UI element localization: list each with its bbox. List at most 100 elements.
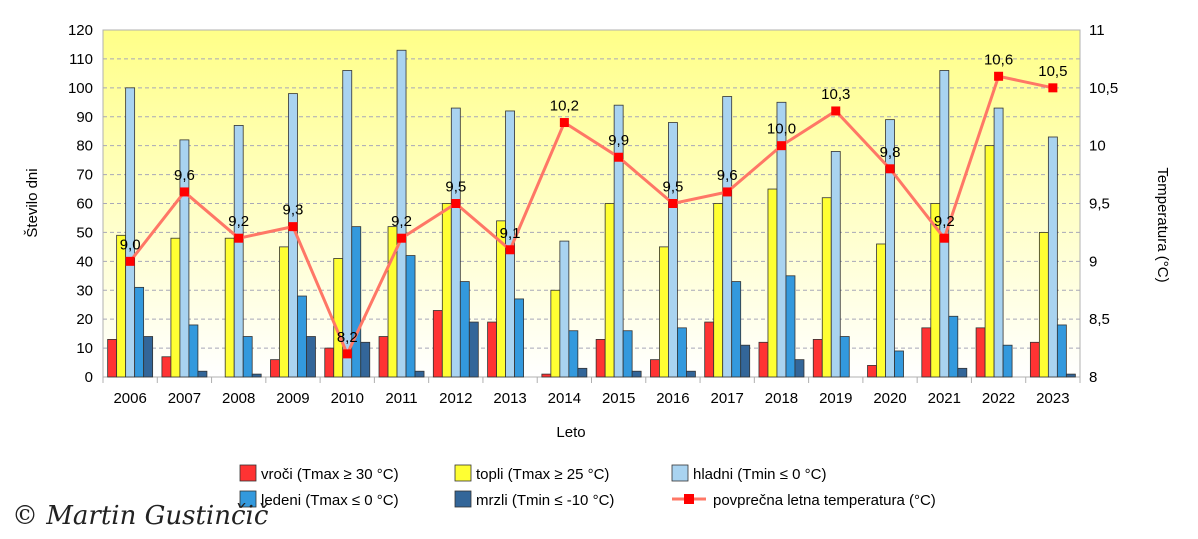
x-axis-title: Leto	[556, 424, 585, 441]
temperature-marker	[234, 233, 244, 243]
bar-vroči-2009	[270, 359, 280, 378]
temperature-marker	[451, 199, 461, 208]
bar-topli-2016	[659, 246, 669, 378]
bar-ledeni-2016	[677, 327, 687, 378]
legend-swatch	[454, 490, 472, 508]
bar-ledeni-2012	[459, 281, 470, 378]
watermark: © Martin Gustinčič	[12, 501, 269, 531]
legend-swatch	[671, 464, 689, 482]
legend-label: ledeni (Tmax ≤ 0 °C)	[261, 492, 399, 509]
bar-mrzli-2017	[740, 344, 751, 378]
bar-mrzli-2021	[957, 367, 968, 378]
x-tick-label: 2007	[168, 390, 201, 407]
temperature-data-label: 10,5	[1038, 63, 1067, 80]
bar-ledeni-2010	[351, 226, 362, 378]
bar-ledeni-2017	[731, 281, 742, 378]
legend-marker-swatch	[684, 494, 694, 504]
temperature-data-label: 9,6	[174, 167, 195, 184]
temperature-data-label: 10,6	[984, 51, 1013, 68]
y-tick-label: 70	[76, 167, 93, 184]
bar-ledeni-2007	[188, 324, 199, 378]
temperature-marker	[179, 187, 189, 197]
temperature-data-label: 10,0	[767, 121, 796, 138]
x-tick-label: 2020	[873, 390, 906, 407]
bar-mrzli-2014	[577, 367, 588, 378]
bar-mrzli-2012	[468, 321, 479, 378]
y2-tick-label: 8	[1089, 369, 1097, 386]
y2-tick-label: 10	[1089, 138, 1106, 155]
temperature-marker	[939, 233, 949, 243]
x-tick-label: 2014	[548, 390, 581, 407]
x-tick-label: 2015	[602, 390, 635, 407]
bar-ledeni-2006	[134, 286, 145, 378]
bar-topli-2020	[876, 243, 886, 378]
bar-ledeni-2022	[1002, 344, 1013, 378]
x-tick-label: 2018	[765, 390, 798, 407]
legend-swatch	[239, 464, 257, 482]
legend-swatch	[454, 464, 472, 482]
bar-vroči-2014	[541, 373, 552, 378]
bar-hladni-2019	[830, 151, 841, 378]
bar-mrzli-2015	[631, 370, 642, 378]
legend-swatch	[239, 490, 257, 508]
bar-topli-2018	[767, 188, 778, 378]
temperature-data-label: 10,2	[550, 98, 579, 115]
temperature-data-label: 9,8	[880, 144, 901, 161]
bar-hladni-2023	[1047, 136, 1058, 378]
legend-label: mrzli (Tmin ≤ -10 °C)	[476, 492, 614, 509]
x-tick-label: 2006	[113, 390, 146, 407]
temperature-data-label: 9,9	[608, 132, 629, 149]
bar-vroči-2006	[107, 339, 118, 378]
bar-mrzli-2023	[1065, 373, 1076, 378]
bar-topli-2015	[604, 203, 615, 378]
bar-ledeni-2011	[405, 255, 416, 378]
bar-mrzli-2008	[251, 373, 262, 378]
bar-vroči-2023	[1029, 341, 1040, 378]
y-tick-label: 60	[76, 196, 93, 213]
temperature-data-label: 9,0	[120, 236, 141, 253]
bar-hladni-2015	[613, 104, 624, 378]
x-tick-label: 2017	[711, 390, 744, 407]
temperature-marker	[342, 349, 352, 359]
y-tick-label: 40	[76, 253, 93, 270]
bar-ledeni-2019	[839, 336, 850, 378]
bar-vroči-2012	[432, 310, 443, 378]
bar-topli-2010	[333, 258, 344, 378]
bar-hladni-2008	[233, 125, 244, 378]
temperature-marker	[722, 187, 732, 197]
bar-topli-2012	[441, 203, 452, 378]
temperature-marker	[1048, 83, 1058, 93]
y2-tick-label: 10,5	[1089, 80, 1118, 97]
temperature-marker	[397, 233, 407, 243]
temperature-marker	[505, 245, 515, 255]
y2-axis-title: Temperatura (°C)	[1154, 167, 1171, 282]
temperature-data-label: 8,2	[337, 329, 358, 346]
bar-hladni-2007	[179, 139, 190, 378]
temperature-data-label: 9,5	[445, 179, 466, 196]
temperature-line	[128, 74, 1054, 358]
bar-topli-2014	[550, 289, 561, 378]
bar-hladni-2012	[450, 107, 461, 378]
bar-mrzli-2011	[414, 370, 425, 378]
y-tick-label: 110	[69, 51, 93, 68]
bar-mrzli-2007	[197, 370, 208, 378]
x-tick-label: 2010	[331, 390, 364, 407]
y-axis-title: Število dni	[24, 168, 41, 237]
bar-ledeni-2021	[948, 315, 959, 378]
temperature-marker	[776, 141, 786, 151]
bar-vroči-2015	[595, 339, 606, 378]
legend-label: topli (Tmax ≥ 25 °C)	[476, 466, 609, 483]
x-tick-label: 2009	[276, 390, 309, 407]
bar-topli-2017	[713, 203, 724, 378]
temperature-data-label: 9,6	[717, 167, 738, 184]
bar-hladni-2018	[776, 101, 787, 378]
bar-hladni-2020	[885, 119, 895, 378]
x-tick-label: 2022	[982, 390, 1015, 407]
bar-hladni-2010	[342, 70, 353, 378]
y-tick-label: 80	[76, 138, 93, 155]
y-tick-label: 30	[76, 282, 93, 299]
bar-ledeni-2023	[1056, 324, 1067, 378]
bar-mrzli-2018	[794, 359, 805, 378]
legend-label: hladni (Tmin ≤ 0 °C)	[693, 466, 826, 483]
bar-vroči-2017	[704, 321, 715, 378]
